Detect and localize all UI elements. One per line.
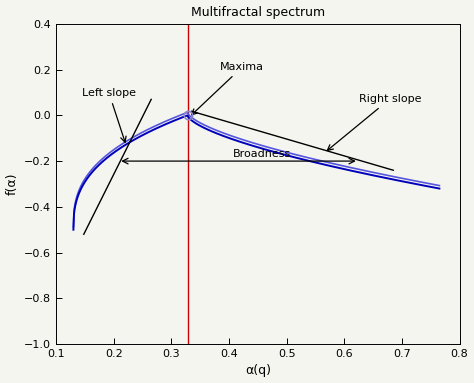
Text: Broadness: Broadness — [232, 149, 291, 159]
X-axis label: α(q): α(q) — [245, 365, 271, 377]
Y-axis label: f(α): f(α) — [6, 173, 18, 195]
Title: Multifractal spectrum: Multifractal spectrum — [191, 6, 325, 18]
Text: Left slope: Left slope — [82, 88, 136, 142]
Text: Maxima: Maxima — [191, 62, 264, 115]
Text: Right slope: Right slope — [328, 94, 421, 151]
